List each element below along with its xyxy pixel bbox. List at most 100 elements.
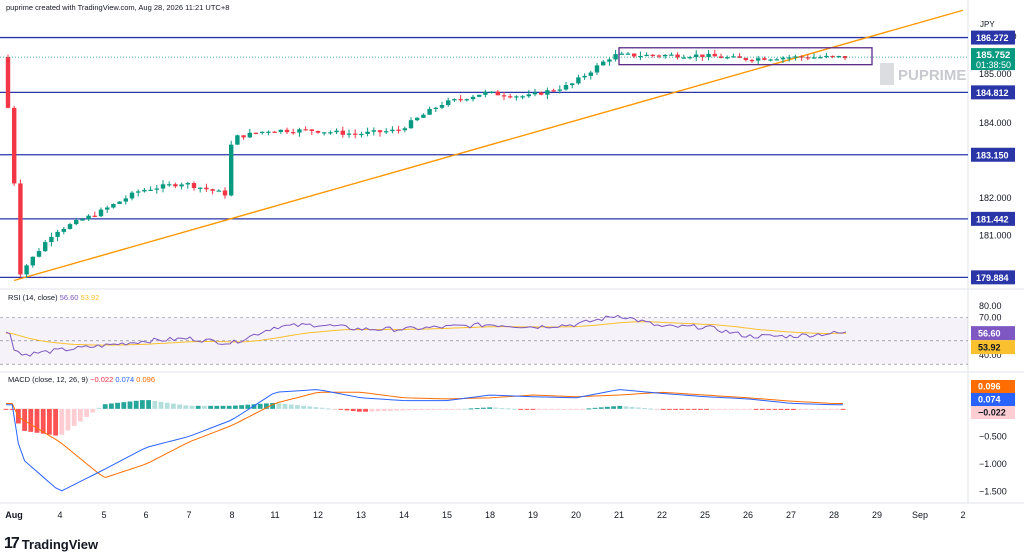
macd-histogram-bar <box>772 408 778 410</box>
candle-body <box>644 54 649 56</box>
x-tick-label: 6 <box>143 510 148 520</box>
macd-histogram-bar <box>778 408 784 410</box>
macd-histogram-bar <box>9 408 15 410</box>
rsi-ma-legend-value: 53.92 <box>81 293 100 302</box>
macd-histogram-bar <box>282 403 288 409</box>
macd-histogram-bar <box>220 405 226 409</box>
candle-body <box>384 131 389 133</box>
level-price-tag <box>971 270 1015 285</box>
candle-body <box>842 56 848 59</box>
candle-body <box>253 132 259 134</box>
level-price-tag <box>971 147 1015 162</box>
candle-body <box>142 189 147 192</box>
macd-histogram-bar <box>319 407 325 409</box>
macd-histogram-bar <box>803 408 809 410</box>
macd-histogram-bar <box>648 408 654 410</box>
candle-body <box>756 58 761 61</box>
macd-histogram-bar <box>301 405 306 409</box>
macd-histogram-bar <box>586 408 592 410</box>
macd-histogram-bar <box>233 405 238 409</box>
macd-histogram-bar <box>555 408 561 410</box>
macd-histogram-bar <box>251 404 257 409</box>
macd-histogram-bar <box>592 407 598 409</box>
tradingview-logo[interactable]: 17 TradingView <box>4 535 98 553</box>
level-price-label: 183.150 <box>976 150 1009 160</box>
candle-body <box>185 183 190 185</box>
consolidation-box <box>618 47 873 66</box>
macd-histogram-bar <box>791 408 796 411</box>
macd-histogram-bar <box>133 400 139 409</box>
macd-histogram-bar <box>611 406 616 409</box>
macd-legend-value: 0.074 <box>115 375 136 384</box>
trend-line <box>13 9 964 282</box>
macd-value-tag <box>971 406 1015 419</box>
candle-body <box>731 56 736 58</box>
candle-body <box>762 58 767 60</box>
macd-histogram-bar <box>195 405 201 409</box>
macd-histogram-bar <box>654 408 660 410</box>
macd-histogram-bar <box>797 408 802 410</box>
candle-body <box>30 256 35 266</box>
macd-histogram-bar <box>264 403 269 409</box>
candle-body <box>241 135 246 138</box>
macd-histogram-bar <box>412 408 418 411</box>
macd-histogram-bar <box>580 408 585 410</box>
candle-body <box>129 192 135 199</box>
currency-label: JPY <box>980 20 995 29</box>
macd-histogram-bar <box>109 403 114 409</box>
macd-value-label: −0.022 <box>978 408 1006 418</box>
candle-body <box>421 114 426 118</box>
rsi-legend-value: 56.60 <box>60 293 81 302</box>
candle-body <box>117 201 122 204</box>
candle-body <box>768 59 773 61</box>
candle-body <box>154 188 159 190</box>
macd-histogram-bar <box>115 402 120 409</box>
macd-histogram-bar <box>102 404 108 409</box>
candle-body <box>687 57 693 59</box>
candle-body <box>12 107 17 184</box>
candle-body <box>650 54 655 56</box>
candle-body <box>303 129 308 131</box>
candle-body <box>408 120 414 129</box>
macd-histogram-bar <box>567 408 573 410</box>
candle-body <box>160 184 166 189</box>
x-tick-label: 2 <box>960 510 965 520</box>
x-tick-label: 15 <box>442 510 452 520</box>
macd-histogram-bar <box>543 408 548 410</box>
candle-body <box>328 132 333 134</box>
candle-body <box>458 99 463 101</box>
macd-histogram-bar <box>716 408 722 410</box>
macd-histogram-bar <box>753 408 759 410</box>
macd-histogram-bar <box>164 402 170 409</box>
macd-histogram-bar <box>375 408 381 412</box>
candle-body <box>526 94 531 97</box>
macd-histogram-bar <box>636 407 641 409</box>
x-tick-label: 20 <box>571 510 581 520</box>
macd-histogram-bar <box>53 408 58 436</box>
candle-body <box>5 57 11 108</box>
macd-histogram-bar <box>673 408 678 410</box>
macd-histogram-bar <box>499 408 505 410</box>
macd-histogram-bar <box>623 406 629 409</box>
macd-histogram-bar <box>468 408 474 410</box>
macd-histogram <box>3 400 846 436</box>
macd-histogram-bar <box>177 404 182 409</box>
macd-histogram-bar <box>493 407 499 409</box>
macd-histogram-bar <box>152 400 158 409</box>
candle-body <box>371 130 376 132</box>
x-tick-label: Sep <box>912 510 928 520</box>
macd-histogram-bar <box>295 405 300 409</box>
candle-body <box>669 54 674 56</box>
level-price-tag <box>971 85 1015 100</box>
candle-body <box>601 61 606 66</box>
macd-histogram-bar <box>605 406 610 409</box>
candle-body <box>787 57 792 59</box>
macd-histogram-bar <box>22 408 27 431</box>
macd-value-tag <box>971 380 1015 393</box>
macd-histogram-bar <box>276 403 282 409</box>
macd-histogram-bar <box>667 408 672 410</box>
candle-body <box>681 57 686 59</box>
candle-body <box>818 57 823 59</box>
macd-histogram-bar <box>598 407 604 409</box>
